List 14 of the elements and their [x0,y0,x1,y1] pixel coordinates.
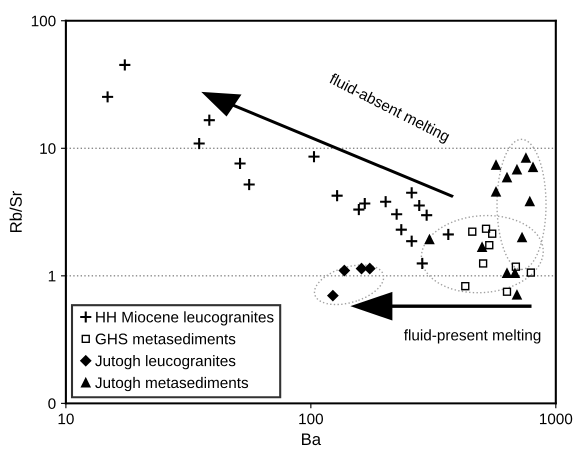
y-tick-label: 0 [48,398,56,410]
y-tick-label: 10 [40,143,56,154]
y-tick-label: 1 [48,270,56,282]
annotation: fluid-present melting [404,329,540,344]
legend-label: HH Miocene leucogranites [96,311,274,326]
x-axis-title: Ba [302,434,322,446]
x-tick-label: 100 [299,414,323,424]
legend-label: Jutogh metasediments [95,376,248,392]
x-tick-label: 1000 [540,414,572,424]
y-tick-label: 100 [32,16,56,26]
y-axis-title: Rb/Sr [10,191,22,232]
x-tick-label: 10 [58,414,74,424]
legend-label: Jutogh leucogranites [95,355,236,370]
legend-label: GHS metasediments [96,333,236,344]
